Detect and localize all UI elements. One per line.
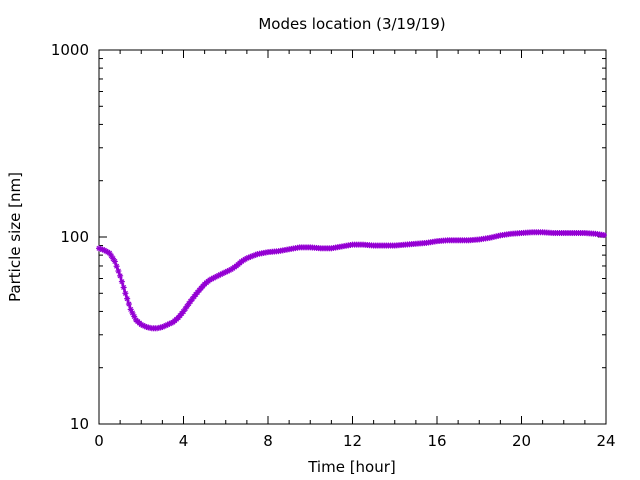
marker-stroke <box>114 263 120 269</box>
marker-stroke <box>124 296 130 302</box>
data-point <box>124 295 131 302</box>
data-point <box>115 268 122 275</box>
marker-stroke <box>112 258 118 264</box>
data-point <box>125 301 132 308</box>
x-tick-label: 8 <box>263 432 273 450</box>
marker-stroke <box>601 232 607 238</box>
x-axis-label: Time [hour] <box>307 458 396 476</box>
plot-border <box>98 49 607 425</box>
marker-stroke <box>129 310 135 316</box>
x-ticks: 0 4 8 12 16 20 24 <box>94 50 616 450</box>
data-point <box>111 258 118 265</box>
marker-stroke <box>107 250 113 256</box>
marker-stroke <box>122 290 128 296</box>
data-point <box>118 278 125 285</box>
x-tick-label: 4 <box>179 432 189 450</box>
chart-title: Modes location (3/19/19) <box>258 15 445 33</box>
y-tick-label: 10 <box>70 415 89 433</box>
plot-frame <box>98 49 607 425</box>
x-tick-label: 16 <box>427 432 446 450</box>
x-tick-label: 0 <box>94 432 104 450</box>
x-tick-label: 20 <box>512 432 531 450</box>
marker-stroke <box>126 301 132 307</box>
marker-stroke <box>128 306 134 312</box>
marker-stroke <box>115 268 121 274</box>
marker-stroke <box>117 273 123 279</box>
marker-stroke <box>119 279 125 285</box>
data-point <box>120 284 127 291</box>
y-major-ticks: 10 100 1000 <box>51 41 606 433</box>
data-point <box>117 272 124 279</box>
x-tick-label: 12 <box>343 432 362 450</box>
data-point <box>600 232 607 239</box>
y-minor-ticks <box>99 58 606 369</box>
marker-stroke <box>121 284 127 290</box>
marker-stroke <box>131 313 137 319</box>
data-point <box>122 290 129 297</box>
y-axis-label: Particle size [nm] <box>6 172 24 302</box>
marker-stroke <box>110 256 116 262</box>
marker-stroke <box>108 253 114 259</box>
y-tick-label: 1000 <box>51 41 89 59</box>
series-layer <box>96 229 607 332</box>
x-tick-label: 24 <box>596 432 615 450</box>
data-point <box>113 263 120 270</box>
y-tick-label: 100 <box>60 228 89 246</box>
